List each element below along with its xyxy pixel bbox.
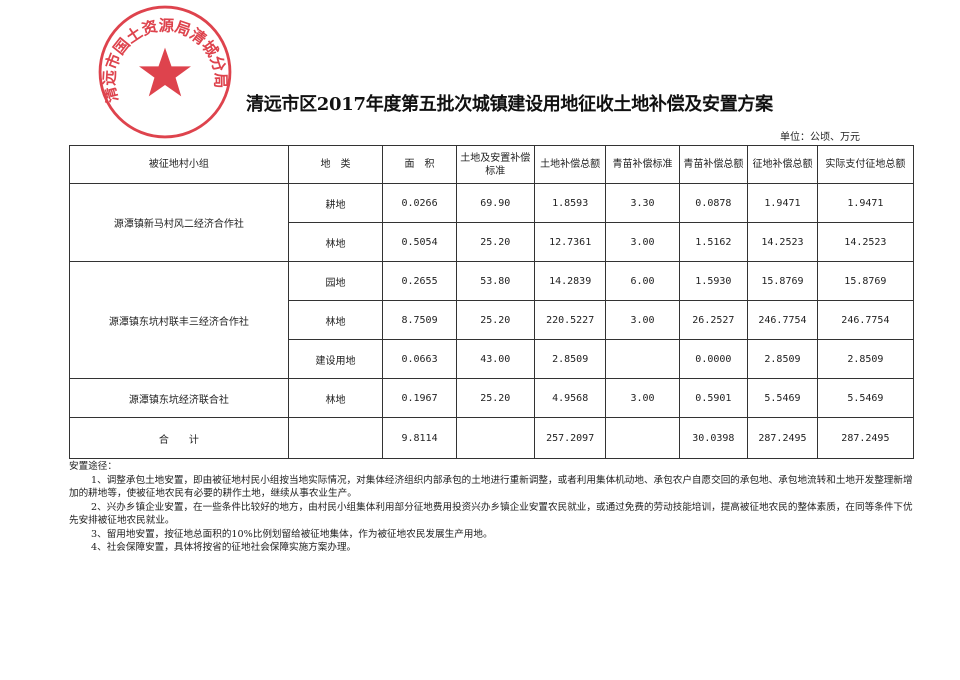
table-row: 源潭镇东坑经济联合社 林地 0.1967 25.20 4.9568 3.00 0.5901 5… xyxy=(69,378,915,418)
note-item: 1、调整承包土地安置，即由被征地村民小组按当地实际情况，对集体经济组织内部承包的… xyxy=(69,474,913,500)
value-cell: 53.80 xyxy=(455,261,535,301)
value-cell: 2.8509 xyxy=(747,339,818,379)
land-type-cell: 园地 xyxy=(287,261,384,301)
column-header: 土地补偿总额 xyxy=(533,145,607,184)
note-item: 2、兴办乡镇企业安置，在一些条件比较好的地方，由村民小组集体利用部分征地费用投资… xyxy=(69,501,913,527)
value-cell: 25.20 xyxy=(455,222,535,262)
seal-text: 清远市国土资源局清城分局 xyxy=(100,16,229,105)
value-cell: 25.20 xyxy=(455,300,535,340)
column-header: 土地及安置补偿标准 xyxy=(455,145,535,184)
land-type-cell: 林地 xyxy=(287,222,384,262)
village-group-name: 源潭镇东坑村联丰三经济合作社 xyxy=(69,261,289,379)
value-cell: 6.00 xyxy=(605,261,680,301)
total-label: 合 计 xyxy=(69,417,289,459)
column-header: 征地补偿总额 xyxy=(747,145,818,184)
column-header: 实际支付征地总额 xyxy=(816,145,915,184)
value-cell: 0.2655 xyxy=(382,261,457,301)
total-value-cell xyxy=(287,417,384,459)
value-cell: 0.0878 xyxy=(678,183,749,223)
village-group-name: 源潭镇东坑经济联合社 xyxy=(69,378,289,418)
value-cell: 15.8769 xyxy=(747,261,818,301)
value-cell: 3.00 xyxy=(605,378,680,418)
notes-heading: 安置途径： xyxy=(69,461,117,472)
column-header: 地 类 xyxy=(287,145,384,184)
value-cell: 25.20 xyxy=(455,378,535,418)
value-cell xyxy=(605,339,680,379)
value-cell: 1.5162 xyxy=(678,222,749,262)
value-cell: 246.7754 xyxy=(816,300,915,340)
column-header: 被征地村小组 xyxy=(69,145,289,184)
total-value-cell xyxy=(605,417,680,459)
value-cell: 1.9471 xyxy=(747,183,818,223)
value-cell: 12.7361 xyxy=(533,222,607,262)
value-cell: 4.9568 xyxy=(533,378,607,418)
value-cell: 8.7509 xyxy=(382,300,457,340)
value-cell: 1.5930 xyxy=(678,261,749,301)
total-value-cell: 9.8114 xyxy=(382,417,457,459)
star-icon xyxy=(139,47,191,97)
value-cell: 3.00 xyxy=(605,222,680,262)
total-value-cell: 257.2097 xyxy=(533,417,607,459)
value-cell: 15.8769 xyxy=(816,261,915,301)
value-cell: 0.0266 xyxy=(382,183,457,223)
official-seal-stamp: 清远市国土资源局清城分局 xyxy=(98,5,232,139)
value-cell: 26.2527 xyxy=(678,300,749,340)
value-cell: 1.9471 xyxy=(816,183,915,223)
land-type-cell: 林地 xyxy=(287,300,384,340)
resettlement-notes: 安置途径： 1、调整承包土地安置，即由被征地村民小组按当地实际情况，对集体经济组… xyxy=(69,460,914,555)
land-type-cell: 建设用地 xyxy=(287,339,384,379)
value-cell: 43.00 xyxy=(455,339,535,379)
table-row: 林地 0.5054 25.20 12.7361 3.00 1.5162 14.2523 14.… xyxy=(70,222,915,262)
total-row: 合 计 9.8114 257.2097 30.0398 287.2495 287.2495 xyxy=(69,417,915,459)
value-cell: 5.5469 xyxy=(816,378,915,418)
document-title: 清远市区2017年度第五批次城镇建设用地征收土地补偿及安置方案 xyxy=(246,94,773,115)
value-cell: 2.8509 xyxy=(533,339,607,379)
total-value-cell: 30.0398 xyxy=(678,417,749,459)
value-cell: 0.1967 xyxy=(382,378,457,418)
total-value-cell: 287.2495 xyxy=(747,417,818,459)
table-row: 源潭镇新马村风二经济合作社 耕地 0.0266 69.90 1.8593 3.30 0.08… xyxy=(69,183,915,262)
value-cell: 2.8509 xyxy=(816,339,915,379)
column-header: 面 积 xyxy=(382,145,457,184)
unit-label: 单位：公顷、万元 xyxy=(780,132,860,143)
land-type-cell: 林地 xyxy=(287,378,384,418)
value-cell: 3.00 xyxy=(605,300,680,340)
value-cell: 246.7754 xyxy=(747,300,818,340)
table-row: 源潭镇东坑村联丰三经济合作社 园地 0.2655 53.80 14.2839 6.00 1.… xyxy=(69,261,915,379)
value-cell: 69.90 xyxy=(455,183,535,223)
value-cell: 3.30 xyxy=(605,183,680,223)
note-item: 4、社会保障安置，具体将按省的征地社会保障实施方案办理。 xyxy=(91,542,357,553)
value-cell: 220.5227 xyxy=(533,300,607,340)
total-value-cell xyxy=(455,417,535,459)
value-cell: 1.8593 xyxy=(533,183,607,223)
total-value-cell: 287.2495 xyxy=(816,417,915,459)
value-cell: 14.2839 xyxy=(533,261,607,301)
value-cell: 0.5901 xyxy=(678,378,749,418)
table-header-row: 被征地村小组地 类面 积土地及安置补偿标准 土地补偿总额 青苗补偿标准 青苗补偿总额征… xyxy=(69,145,915,184)
village-group-name: 源潭镇新马村风二经济合作社 xyxy=(69,183,289,262)
seal-ring xyxy=(98,5,232,139)
value-cell: 14.2523 xyxy=(816,222,915,262)
note-item: 3、留用地安置，按征地总面积的10%比例划留给被征地集体，作为被征地农民发展生产… xyxy=(91,528,493,540)
land-type-cell: 耕地 xyxy=(287,183,384,223)
table-row: 林地 8.7509 25.20 220.5227 3.00 26.2527 246.7754… xyxy=(70,300,915,340)
value-cell: 14.2523 xyxy=(747,222,818,262)
column-header: 青苗补偿总额 xyxy=(678,145,749,184)
value-cell: 5.5469 xyxy=(747,378,818,418)
value-cell: 0.0663 xyxy=(382,339,457,379)
column-header: 青苗补偿标准 xyxy=(605,145,680,184)
value-cell: 0.5054 xyxy=(382,222,457,262)
value-cell: 0.0000 xyxy=(678,339,749,379)
compensation-table: 被征地村小组地 类面 积土地及安置补偿标准 土地补偿总额 青苗补偿标准 青苗补偿总额征… xyxy=(69,145,915,459)
